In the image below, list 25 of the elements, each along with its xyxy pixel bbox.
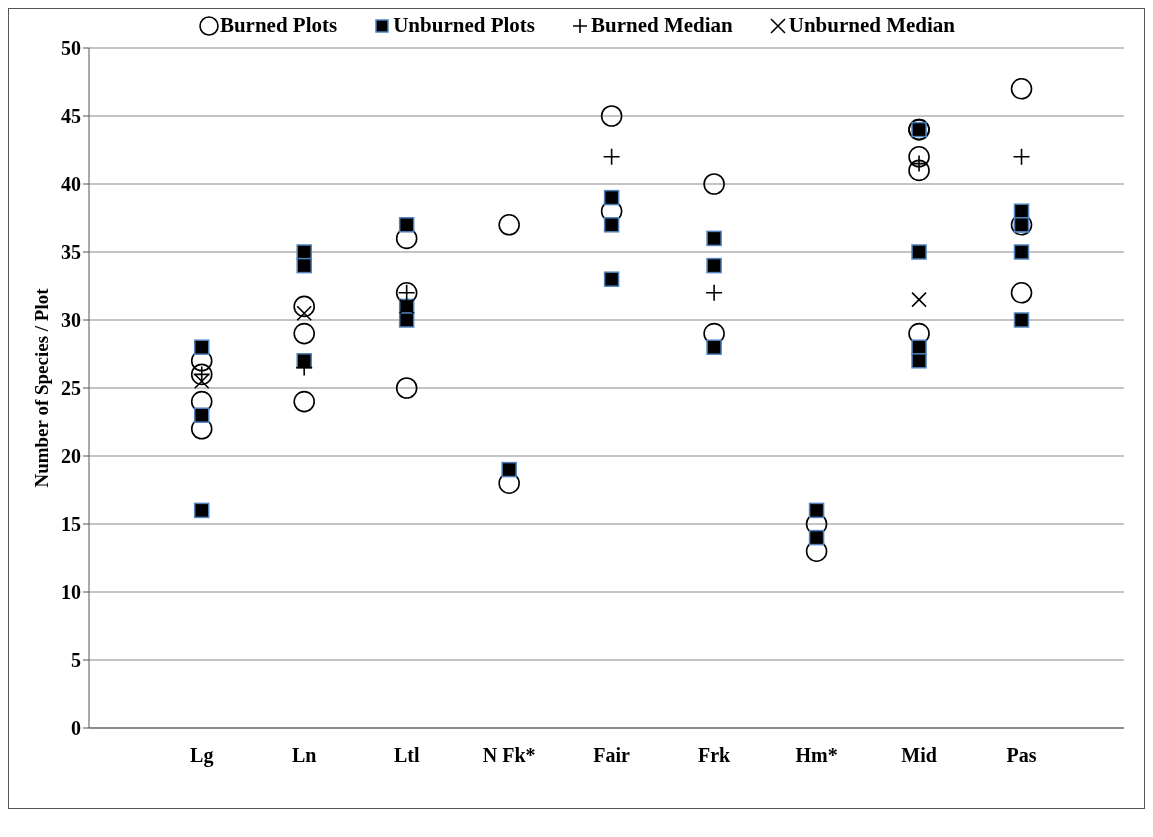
- y-tick-label: 30: [61, 309, 81, 332]
- y-tick-label: 45: [61, 105, 81, 128]
- x-tick-label: Lg: [190, 744, 214, 768]
- y-tick-label: 20: [61, 445, 81, 468]
- x-tick-label: N Fk*: [482, 744, 536, 767]
- y-tick-label: 10: [61, 581, 81, 604]
- x-tick-label: Ltl: [393, 744, 420, 767]
- x-tick-label: Ln: [291, 744, 317, 767]
- y-tick-label: 5: [71, 649, 81, 672]
- x-tick-label: Pas: [1006, 744, 1037, 767]
- y-tick-label: 15: [61, 513, 81, 536]
- x-tick-label: Frk: [697, 744, 732, 767]
- legend-label: Burned Median: [590, 13, 733, 38]
- legend-label: Burned Plots: [219, 13, 338, 38]
- y-tick-label: 0: [71, 717, 81, 740]
- x-tick-label: Mid: [901, 744, 937, 767]
- y-axis-title: Number of Species / Plot: [30, 287, 52, 488]
- y-tick-label: 35: [61, 241, 81, 264]
- x-tick-label: Fair: [593, 744, 631, 767]
- y-tick-label: 25: [61, 377, 81, 400]
- legend-label: Unburned Plots: [393, 13, 535, 38]
- y-tick-label: 40: [61, 173, 81, 196]
- x-tick-label: Hm*: [795, 744, 838, 767]
- legend-label: Unburned Median: [788, 13, 956, 38]
- y-tick-label: 50: [61, 37, 81, 60]
